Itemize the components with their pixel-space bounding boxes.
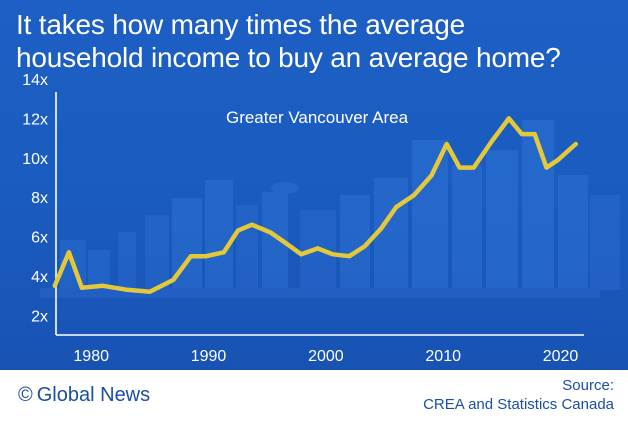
- chart-axes: 2x 4x 6x 8x 10x 12x 14x 1980 1990 2000 2010 2020: [22, 72, 584, 365]
- source-label: Source:: [562, 377, 614, 394]
- source-text: CREA and Statistics Canada: [423, 396, 614, 413]
- y-tick-label: 10x: [22, 151, 48, 168]
- y-tick-label: 14x: [22, 72, 48, 89]
- y-tick-label: 6x: [31, 230, 48, 247]
- brand-name: Global News: [36, 384, 151, 406]
- chart-title: It takes how many times the average hous…: [16, 8, 616, 74]
- source-credit: Source: CREA and Statistics Canada: [423, 376, 614, 414]
- title-line-2: household income to buy an average home?: [16, 42, 561, 73]
- plot-area: Greater Vancouver Area: [52, 108, 579, 294]
- y-tick-label: 8x: [31, 190, 48, 207]
- y-tick-label: 12x: [22, 111, 48, 128]
- y-tick-label: 2x: [31, 308, 48, 325]
- title-line-1: It takes how many times the average: [16, 9, 465, 40]
- chart-panel: 2x 4x 6x 8x 10x 12x 14x 1980 1990 2000 2010 2020 Gr…: [0, 0, 628, 370]
- chart-subtitle: Greater Vancouver Area: [226, 108, 409, 127]
- x-tick-label: 2010: [425, 348, 461, 365]
- x-tick-label: 2020: [543, 348, 579, 365]
- copyright-icon: ©: [18, 384, 33, 406]
- series-line: [52, 116, 579, 294]
- brand-logo: © Global News: [18, 384, 150, 407]
- skyline-background: [40, 120, 620, 298]
- footer: © Global News Source: CREA and Statistics…: [0, 370, 628, 421]
- x-tick-label: 2000: [308, 348, 344, 365]
- x-tick-label: 1990: [191, 348, 227, 365]
- x-tick-label: 1980: [73, 348, 109, 365]
- line-chart: 2x 4x 6x 8x 10x 12x 14x 1980 1990 2000 2010 2020 Gr…: [22, 72, 620, 365]
- y-tick-label: 4x: [31, 269, 48, 286]
